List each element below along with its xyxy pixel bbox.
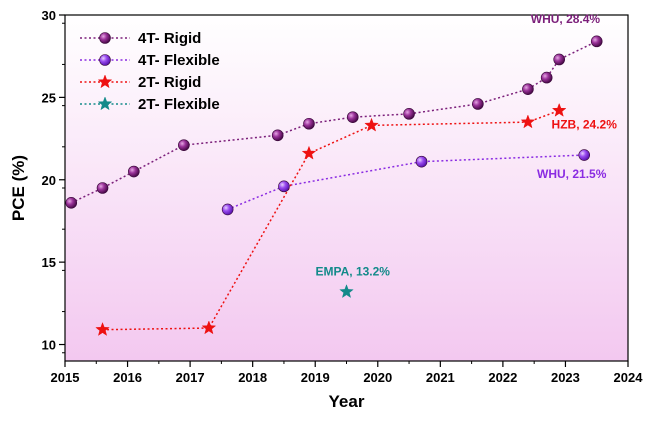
data-point-4t-rigid <box>553 53 565 66</box>
data-point-4t-rigid <box>590 35 603 48</box>
data-point-2t-rigid <box>95 321 110 336</box>
x-axis-title: Year <box>329 392 365 411</box>
y-axis-title: PCE (%) <box>9 155 28 221</box>
data-point-4t-rigid <box>472 98 484 110</box>
plot-background <box>64 14 629 362</box>
data-point-4t-rigid <box>271 129 284 142</box>
data-point-4t-rigid <box>178 139 190 151</box>
legend-label-4t-flexible: 4T- Flexible <box>138 52 220 69</box>
legend-marker-4t-rigid <box>99 32 111 44</box>
x-tick-label: 2023 <box>551 370 580 385</box>
data-point-2t-rigid <box>301 145 317 160</box>
legend-label-4t-rigid: 4T- Rigid <box>138 30 201 47</box>
data-point-4t-flexible <box>415 155 428 168</box>
legend-label-2t-rigid: 2T- Rigid <box>138 74 201 91</box>
data-point-4t-rigid <box>65 197 78 209</box>
data-point-2t-rigid <box>551 102 567 117</box>
annotation-label: WHU, 28.4% <box>531 12 601 26</box>
x-tick-label: 2015 <box>51 370 80 385</box>
x-tick-label: 2019 <box>301 370 330 385</box>
y-tick-label: 20 <box>42 173 56 188</box>
data-point-4t-rigid <box>346 111 359 123</box>
y-tick-label: 30 <box>42 8 56 23</box>
x-tick-label: 2020 <box>363 370 392 385</box>
series-line-4t-flexible <box>227 154 585 211</box>
axes: 2015 2016 2017 2018 2019 2020 2021 2022 2023 2024… <box>9 8 643 411</box>
y-tick-label: 15 <box>42 255 56 270</box>
legend: 4T- Rigid 4T- Flexible 2T- Rigid 2T- Flexib… <box>80 30 220 113</box>
y-tick-label: 10 <box>42 338 56 353</box>
data-point-2t-rigid <box>520 114 536 129</box>
data-point-4t-rigid <box>403 108 415 120</box>
data-point-4t-rigid <box>540 71 553 84</box>
data-point-2t-rigid <box>201 320 217 335</box>
legend-marker-2t-rigid <box>97 74 113 89</box>
data-point-4t-rigid <box>303 117 315 130</box>
y-tick-label: 25 <box>42 90 56 105</box>
x-tick-label: 2022 <box>488 370 517 385</box>
legend-label-2t-flexible: 2T- Flexible <box>138 96 220 113</box>
series-markers <box>65 35 603 336</box>
x-tick-label: 2017 <box>176 370 205 385</box>
data-point-4t-rigid <box>522 83 534 95</box>
data-point-2t-rigid <box>364 117 379 132</box>
x-tick-label: 2024 <box>614 370 644 385</box>
data-point-4t-flexible <box>278 180 290 193</box>
data-point-4t-flexible <box>221 203 234 216</box>
legend-marker-2t-flexible <box>97 96 113 111</box>
x-tick-label: 2016 <box>113 370 142 385</box>
data-point-4t-rigid <box>96 182 109 194</box>
annotation-label: HZB, 24.2% <box>552 118 618 132</box>
x-tick-label: 2021 <box>426 370 455 385</box>
annotation-label: EMPA, 13.2% <box>316 264 391 278</box>
x-tick-label: 2018 <box>238 370 267 385</box>
legend-marker-4t-flexible <box>99 54 111 66</box>
data-point-2t-flexible <box>339 284 354 299</box>
data-point-4t-rigid <box>128 165 140 178</box>
annotation-label: WHU, 21.5% <box>537 167 607 181</box>
annotations: WHU, 28.4% HZB, 24.2% WHU, 21.5% EMPA, 13.2… <box>316 12 618 278</box>
data-point-4t-flexible <box>578 149 591 161</box>
